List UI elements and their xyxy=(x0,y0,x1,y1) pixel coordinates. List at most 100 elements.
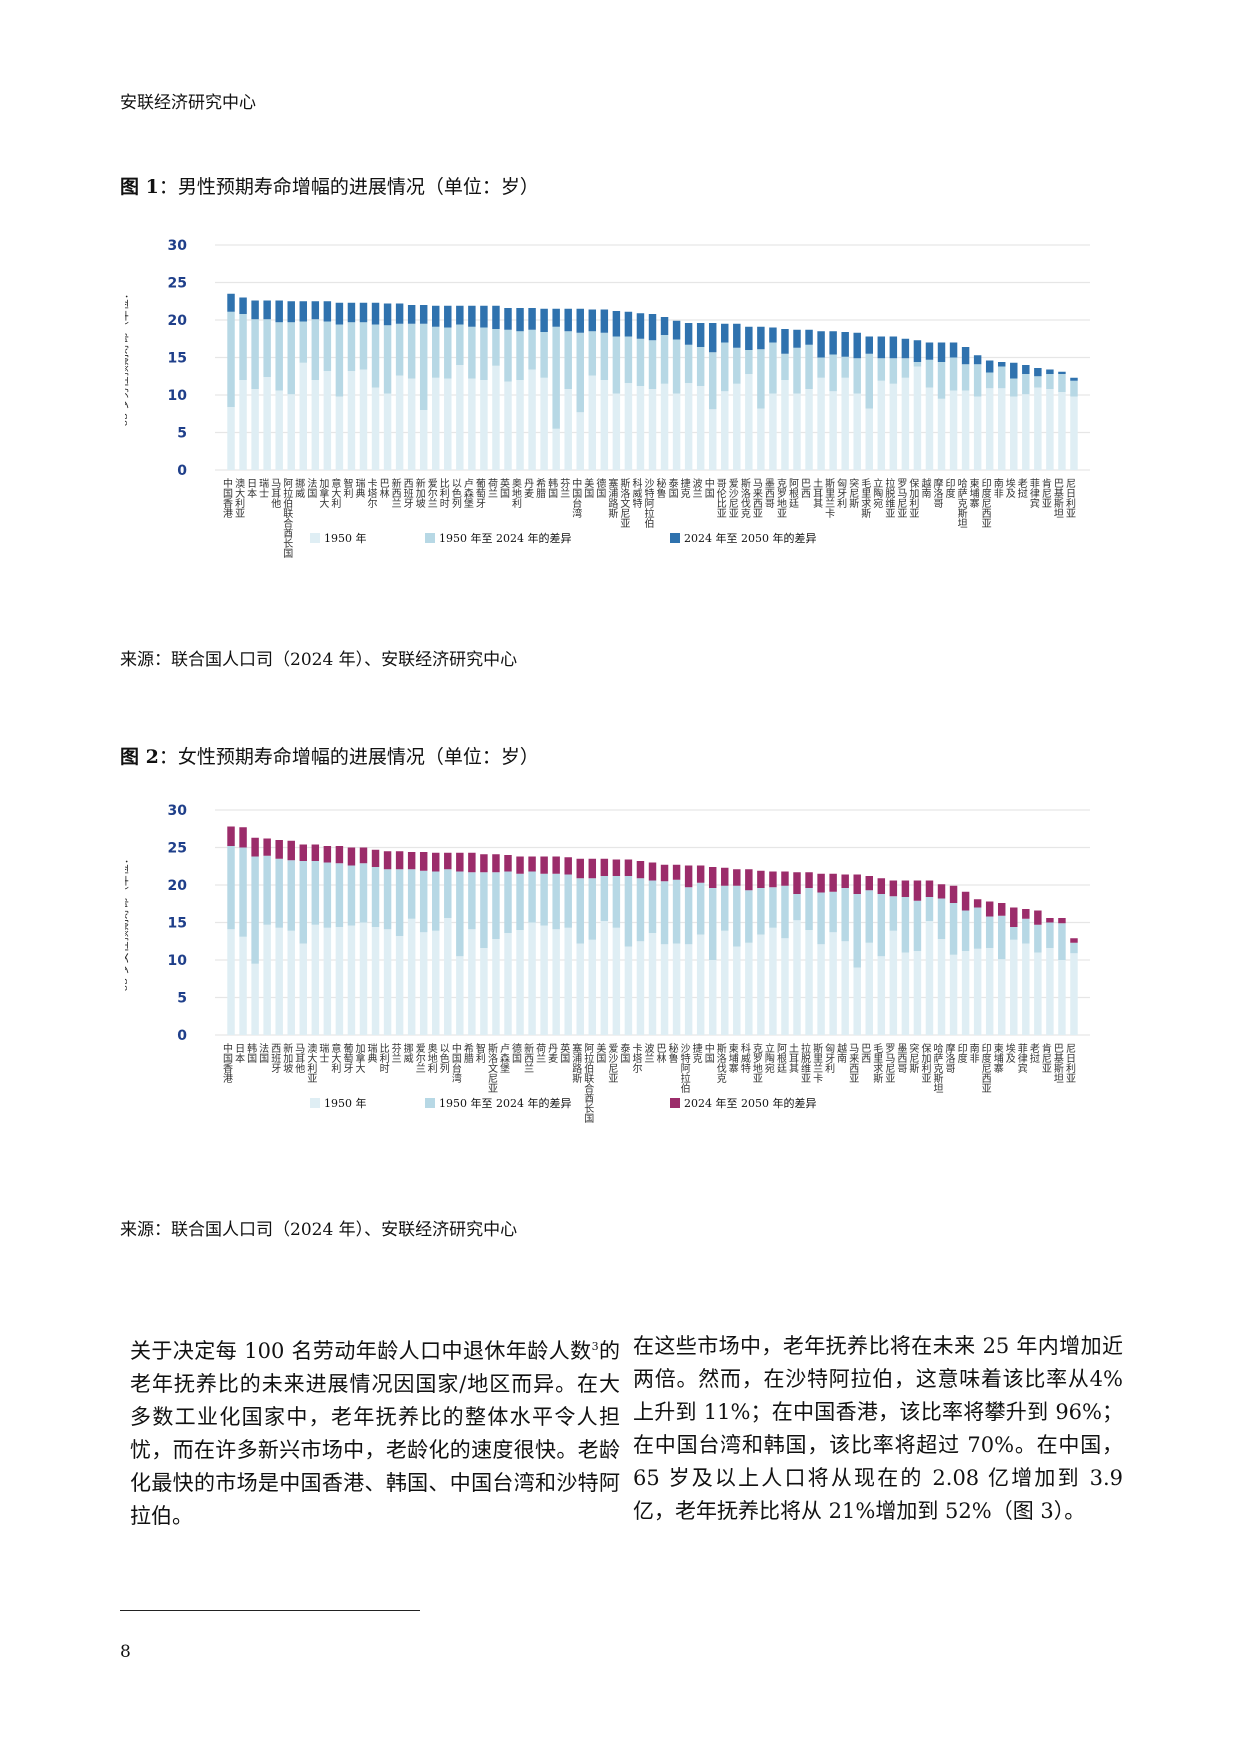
bar-segment xyxy=(407,323,416,379)
bar-segment xyxy=(456,324,464,365)
bar-segment xyxy=(239,314,247,380)
bar-segment xyxy=(371,849,380,867)
x-tick-label: 德国 xyxy=(594,477,606,499)
y-axis-label: 65 岁女性预期寿命（单位： xyxy=(125,853,130,992)
bar-segment xyxy=(612,393,621,470)
x-tick-label: 保加利亚 xyxy=(907,477,919,518)
bar-segment xyxy=(299,844,308,861)
bar-segment xyxy=(516,856,524,874)
bar-segment xyxy=(660,317,669,335)
bar-segment xyxy=(275,927,283,1035)
bar-segment xyxy=(733,323,741,348)
bar-segment xyxy=(227,846,235,930)
bar-segment xyxy=(696,347,705,386)
bar-segment xyxy=(540,377,548,470)
bar-segment xyxy=(299,943,308,1035)
x-tick-label: 阿拉伯联合酋长国 xyxy=(582,1043,594,1124)
x-tick-label: 柬埔寨 xyxy=(726,1043,738,1073)
bar-segment xyxy=(781,329,789,354)
footnote-ref[interactable]: 3 xyxy=(591,1340,599,1353)
bar-segment xyxy=(1070,377,1078,381)
bar-segment xyxy=(841,356,849,378)
bar-segment xyxy=(769,342,777,394)
bar-segment xyxy=(733,885,741,947)
female-life-expectancy-chart: 0 5 10 15 20 25 30 65 岁女性预期寿命（单位： 中国香港 日本 韩国 法国 西班牙新… xyxy=(125,790,1105,1190)
x-tick-label: 比利时 xyxy=(437,478,449,508)
bar-segment xyxy=(660,335,669,384)
x-tick-label: 日本 xyxy=(245,478,257,499)
bar-segment xyxy=(588,331,597,376)
x-tick-label: 卢森堡 xyxy=(461,477,473,508)
bar-segment xyxy=(672,393,681,470)
bar-segment xyxy=(853,358,861,394)
bar-segment xyxy=(588,858,597,879)
bar-segment xyxy=(347,925,356,1035)
bar-segment xyxy=(359,369,368,470)
bar-segment xyxy=(721,867,729,886)
bar-segment xyxy=(492,872,500,939)
x-tick-label: 沙特阿拉伯 xyxy=(642,478,654,529)
y-tick-label: 20 xyxy=(168,878,188,894)
bar-segment xyxy=(781,871,789,886)
bar-segment xyxy=(636,338,645,386)
bar-segment xyxy=(1022,365,1030,374)
male-life-expectancy-chart: 0 5 10 15 20 25 30 65 岁男性预期寿命（单位： 中国香港 澳大利亚 日本 瑞士 马耳… xyxy=(125,225,1105,625)
bar-segment xyxy=(371,302,380,325)
bar-segment xyxy=(576,858,584,879)
y-tick-label: 15 xyxy=(168,351,187,367)
x-tick-label: 尼日利亚 xyxy=(1063,1043,1075,1083)
x-tick-label: 巴基斯坦 xyxy=(1051,478,1063,518)
x-tick-label: 中国 xyxy=(702,477,714,499)
x-tick-label: 卢森堡 xyxy=(497,1042,509,1073)
bar-segment xyxy=(552,929,560,1035)
bar-segment xyxy=(684,344,693,383)
x-tick-label: 印度尼西亚 xyxy=(979,1043,991,1093)
x-tick-label: 以色列 xyxy=(449,478,461,509)
x-tick-label: 秘鲁 xyxy=(666,1042,678,1064)
bar-segment xyxy=(985,372,994,389)
bar-segment xyxy=(877,358,886,381)
x-tick-label: 阿拉伯联合酋长国 xyxy=(281,478,293,559)
bar-segment xyxy=(480,854,488,873)
bar-segment xyxy=(937,939,946,1035)
bar-segment xyxy=(805,930,813,1035)
bar-segment xyxy=(347,847,356,866)
bar-segment xyxy=(817,873,825,893)
bar-segment xyxy=(1046,918,1054,923)
bar-segment xyxy=(733,347,741,384)
bar-segment xyxy=(251,856,259,964)
bar-segment xyxy=(395,375,404,470)
x-tick-label: 拉脱维亚 xyxy=(799,1042,811,1083)
x-tick-label: 墨西哥 xyxy=(895,1043,907,1073)
figure-1-label: 图 1 xyxy=(120,176,159,198)
x-tick-label: 波兰 xyxy=(690,477,702,498)
x-tick-label: 菲律宾 xyxy=(1027,478,1039,509)
y-axis-label: 65 岁男性预期寿命（单位： xyxy=(125,288,130,427)
bar-segment xyxy=(985,360,994,373)
bar-segment xyxy=(1070,953,1078,1035)
bar-segment xyxy=(745,942,753,1035)
bar-segment xyxy=(829,873,837,892)
legend-item: 2024 年至 2050 年的差异 xyxy=(670,530,816,546)
bar-segment xyxy=(937,362,946,399)
x-tick-label: 肯尼亚 xyxy=(1039,477,1051,508)
bar-segment xyxy=(263,924,271,1035)
x-tick-label: 摩洛哥 xyxy=(943,1042,955,1073)
bar-segment xyxy=(805,344,813,389)
bar-segment xyxy=(263,300,271,320)
bar-segment xyxy=(793,894,801,921)
x-tick-label: 突尼斯 xyxy=(907,1042,919,1074)
x-tick-label: 新加坡 xyxy=(413,477,425,509)
bar-segment xyxy=(456,305,464,325)
bar-segment xyxy=(889,880,898,897)
bar-segment xyxy=(1010,362,1018,379)
bar-segment xyxy=(480,872,488,948)
bar-segment xyxy=(985,388,994,470)
bar-segment xyxy=(504,855,512,872)
bar-segment xyxy=(949,954,958,1035)
bar-segment xyxy=(1046,922,1054,948)
x-tick-label: 沙特阿拉伯 xyxy=(678,1043,690,1094)
bar-segment xyxy=(889,358,898,384)
bar-segment xyxy=(287,301,295,323)
bar-segment xyxy=(564,389,572,470)
